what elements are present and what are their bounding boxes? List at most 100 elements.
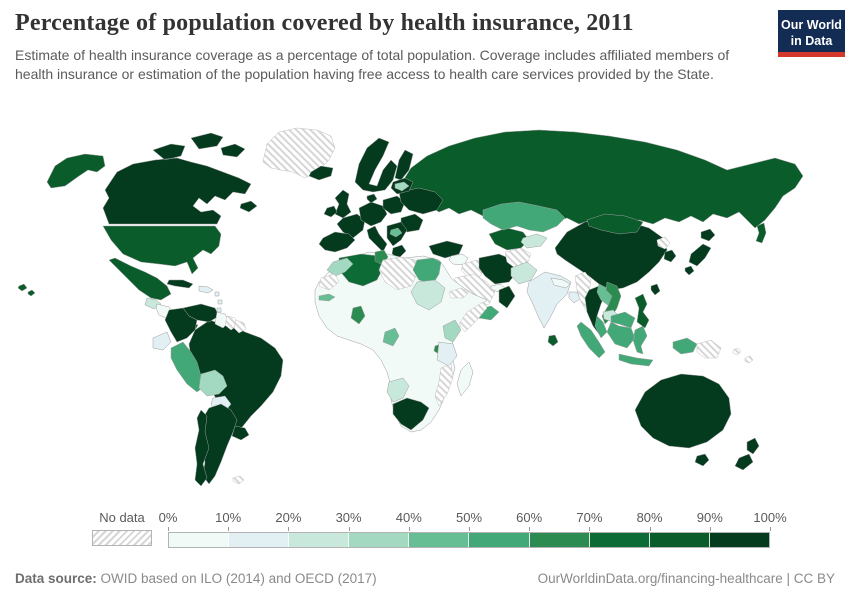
country-kazakhstan[interactable] bbox=[482, 201, 566, 233]
country-gabon[interactable] bbox=[382, 327, 400, 347]
country-alaska[interactable] bbox=[46, 153, 106, 189]
owid-logo-line2: in Data bbox=[790, 34, 833, 48]
owid-logo[interactable]: Our World in Data bbox=[778, 10, 845, 55]
country-latvia[interactable] bbox=[394, 181, 410, 192]
country-cuba[interactable] bbox=[166, 279, 194, 289]
country-uk[interactable] bbox=[334, 189, 352, 219]
country-somalia[interactable] bbox=[458, 301, 488, 333]
country-madagascar[interactable] bbox=[456, 361, 474, 397]
legend-tick-label: 60% bbox=[516, 510, 543, 525]
country-bolivia[interactable] bbox=[198, 369, 228, 397]
country-senegal[interactable] bbox=[318, 293, 336, 302]
country-denmark[interactable] bbox=[366, 193, 378, 204]
country-mexico[interactable] bbox=[108, 257, 172, 301]
country-mongolia[interactable] bbox=[586, 213, 644, 235]
country-tanzania[interactable] bbox=[436, 341, 458, 367]
legend-tick-mark bbox=[168, 527, 169, 531]
country-spain-portugal[interactable] bbox=[318, 231, 356, 253]
country-nepal[interactable] bbox=[550, 277, 571, 289]
country-bosnia[interactable] bbox=[389, 227, 403, 238]
legend-tick-label: 20% bbox=[275, 510, 302, 525]
country-france[interactable] bbox=[336, 213, 366, 239]
legend-bin-4[interactable] bbox=[409, 533, 470, 547]
country-egypt[interactable] bbox=[412, 257, 442, 285]
legend-bin-9[interactable] bbox=[709, 533, 769, 547]
country-taiwan[interactable] bbox=[650, 283, 661, 296]
country-norway-sweden[interactable] bbox=[354, 137, 398, 193]
country-falklands[interactable] bbox=[232, 475, 245, 485]
country-mozambique[interactable] bbox=[434, 363, 454, 407]
country-philippines[interactable] bbox=[634, 293, 650, 329]
country-libya[interactable] bbox=[378, 256, 418, 291]
chart-header: Percentage of population covered by heal… bbox=[15, 10, 765, 85]
country-western-sahara[interactable] bbox=[318, 273, 340, 291]
legend-bin-3[interactable] bbox=[349, 533, 410, 547]
country-oman[interactable] bbox=[498, 285, 516, 309]
country-kyrgyzstan-tajikistan[interactable] bbox=[520, 233, 548, 249]
country-papua-new-guinea[interactable] bbox=[696, 339, 722, 359]
country-ecuador[interactable] bbox=[152, 331, 172, 351]
data-source-text: OWID based on ILO (2014) and OECD (2017) bbox=[96, 571, 377, 586]
country-ukraine-belarus[interactable] bbox=[398, 187, 444, 215]
country-eritrea[interactable] bbox=[448, 287, 470, 299]
legend-bin-2[interactable] bbox=[289, 533, 350, 547]
country-hispaniola[interactable] bbox=[198, 285, 214, 294]
country-new-zealand[interactable] bbox=[734, 437, 760, 471]
legend-tick-mark bbox=[288, 527, 290, 531]
legend-tick-mark bbox=[649, 527, 651, 531]
country-germany-central-europe[interactable] bbox=[358, 201, 388, 227]
country-greenland[interactable] bbox=[262, 127, 336, 179]
country-uruguay[interactable] bbox=[231, 425, 250, 441]
legend-color-bar bbox=[168, 532, 770, 548]
legend-bin-7[interactable] bbox=[589, 533, 650, 547]
country-hawaii[interactable] bbox=[17, 283, 36, 297]
country-turkey[interactable] bbox=[428, 240, 464, 259]
legend-tick-mark bbox=[589, 527, 591, 531]
country-poland[interactable] bbox=[382, 195, 406, 215]
legend-tick-mark bbox=[529, 527, 531, 531]
country-ghana[interactable] bbox=[350, 305, 366, 325]
country-lesser-antilles[interactable] bbox=[214, 291, 223, 313]
legend-bin-1[interactable] bbox=[229, 533, 290, 547]
legend-bin-6[interactable] bbox=[529, 533, 590, 547]
country-usa[interactable] bbox=[102, 225, 222, 275]
legend-bin-8[interactable] bbox=[649, 533, 710, 547]
country-fiji[interactable] bbox=[732, 347, 754, 364]
legend-tick-label: 0% bbox=[158, 510, 178, 525]
country-french-guiana[interactable] bbox=[233, 319, 247, 334]
country-chile[interactable] bbox=[194, 409, 210, 487]
legend-scale: 0% 10% 20% 30% 40% 50% 60% 70% 80% 90% 100% bbox=[159, 510, 787, 554]
country-ireland[interactable] bbox=[323, 205, 338, 218]
country-greece[interactable] bbox=[391, 244, 407, 259]
country-canada[interactable] bbox=[102, 132, 258, 225]
country-south-korea[interactable] bbox=[663, 249, 677, 263]
legend-no-data[interactable]: No data bbox=[92, 510, 152, 546]
owid-footer-link[interactable]: OurWorldinData.org/financing-healthcare … bbox=[537, 571, 835, 586]
country-morocco[interactable] bbox=[326, 257, 354, 277]
country-sudan[interactable] bbox=[410, 279, 446, 311]
country-japan[interactable] bbox=[684, 228, 716, 276]
legend-bin-5[interactable] bbox=[469, 533, 530, 547]
legend-tick-mark bbox=[408, 527, 410, 531]
country-namibia[interactable] bbox=[386, 377, 410, 403]
country-indonesia[interactable] bbox=[576, 321, 698, 367]
legend-tick-label: 40% bbox=[395, 510, 422, 525]
legend-tick-label: 90% bbox=[696, 510, 723, 525]
country-bangladesh[interactable] bbox=[568, 291, 581, 304]
country-colombia[interactable] bbox=[164, 307, 198, 343]
legend-tick-mark bbox=[770, 527, 771, 531]
legend-no-data-swatch[interactable] bbox=[92, 530, 152, 546]
country-pakistan[interactable] bbox=[510, 261, 538, 285]
country-north-korea[interactable] bbox=[656, 236, 671, 250]
legend-bin-0[interactable] bbox=[169, 533, 230, 547]
country-kenya[interactable] bbox=[442, 319, 462, 343]
country-australia[interactable] bbox=[634, 373, 732, 467]
country-india[interactable] bbox=[526, 271, 572, 329]
owid-logo-line1: Our World bbox=[781, 18, 842, 32]
country-south-africa[interactable] bbox=[392, 397, 430, 431]
legend-tick-mark bbox=[348, 527, 350, 531]
country-sri-lanka[interactable] bbox=[547, 334, 559, 347]
country-iceland[interactable] bbox=[308, 165, 334, 181]
legend-tick-label: 80% bbox=[636, 510, 663, 525]
